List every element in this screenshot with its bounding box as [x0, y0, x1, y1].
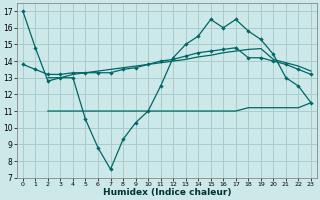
- X-axis label: Humidex (Indice chaleur): Humidex (Indice chaleur): [103, 188, 231, 197]
